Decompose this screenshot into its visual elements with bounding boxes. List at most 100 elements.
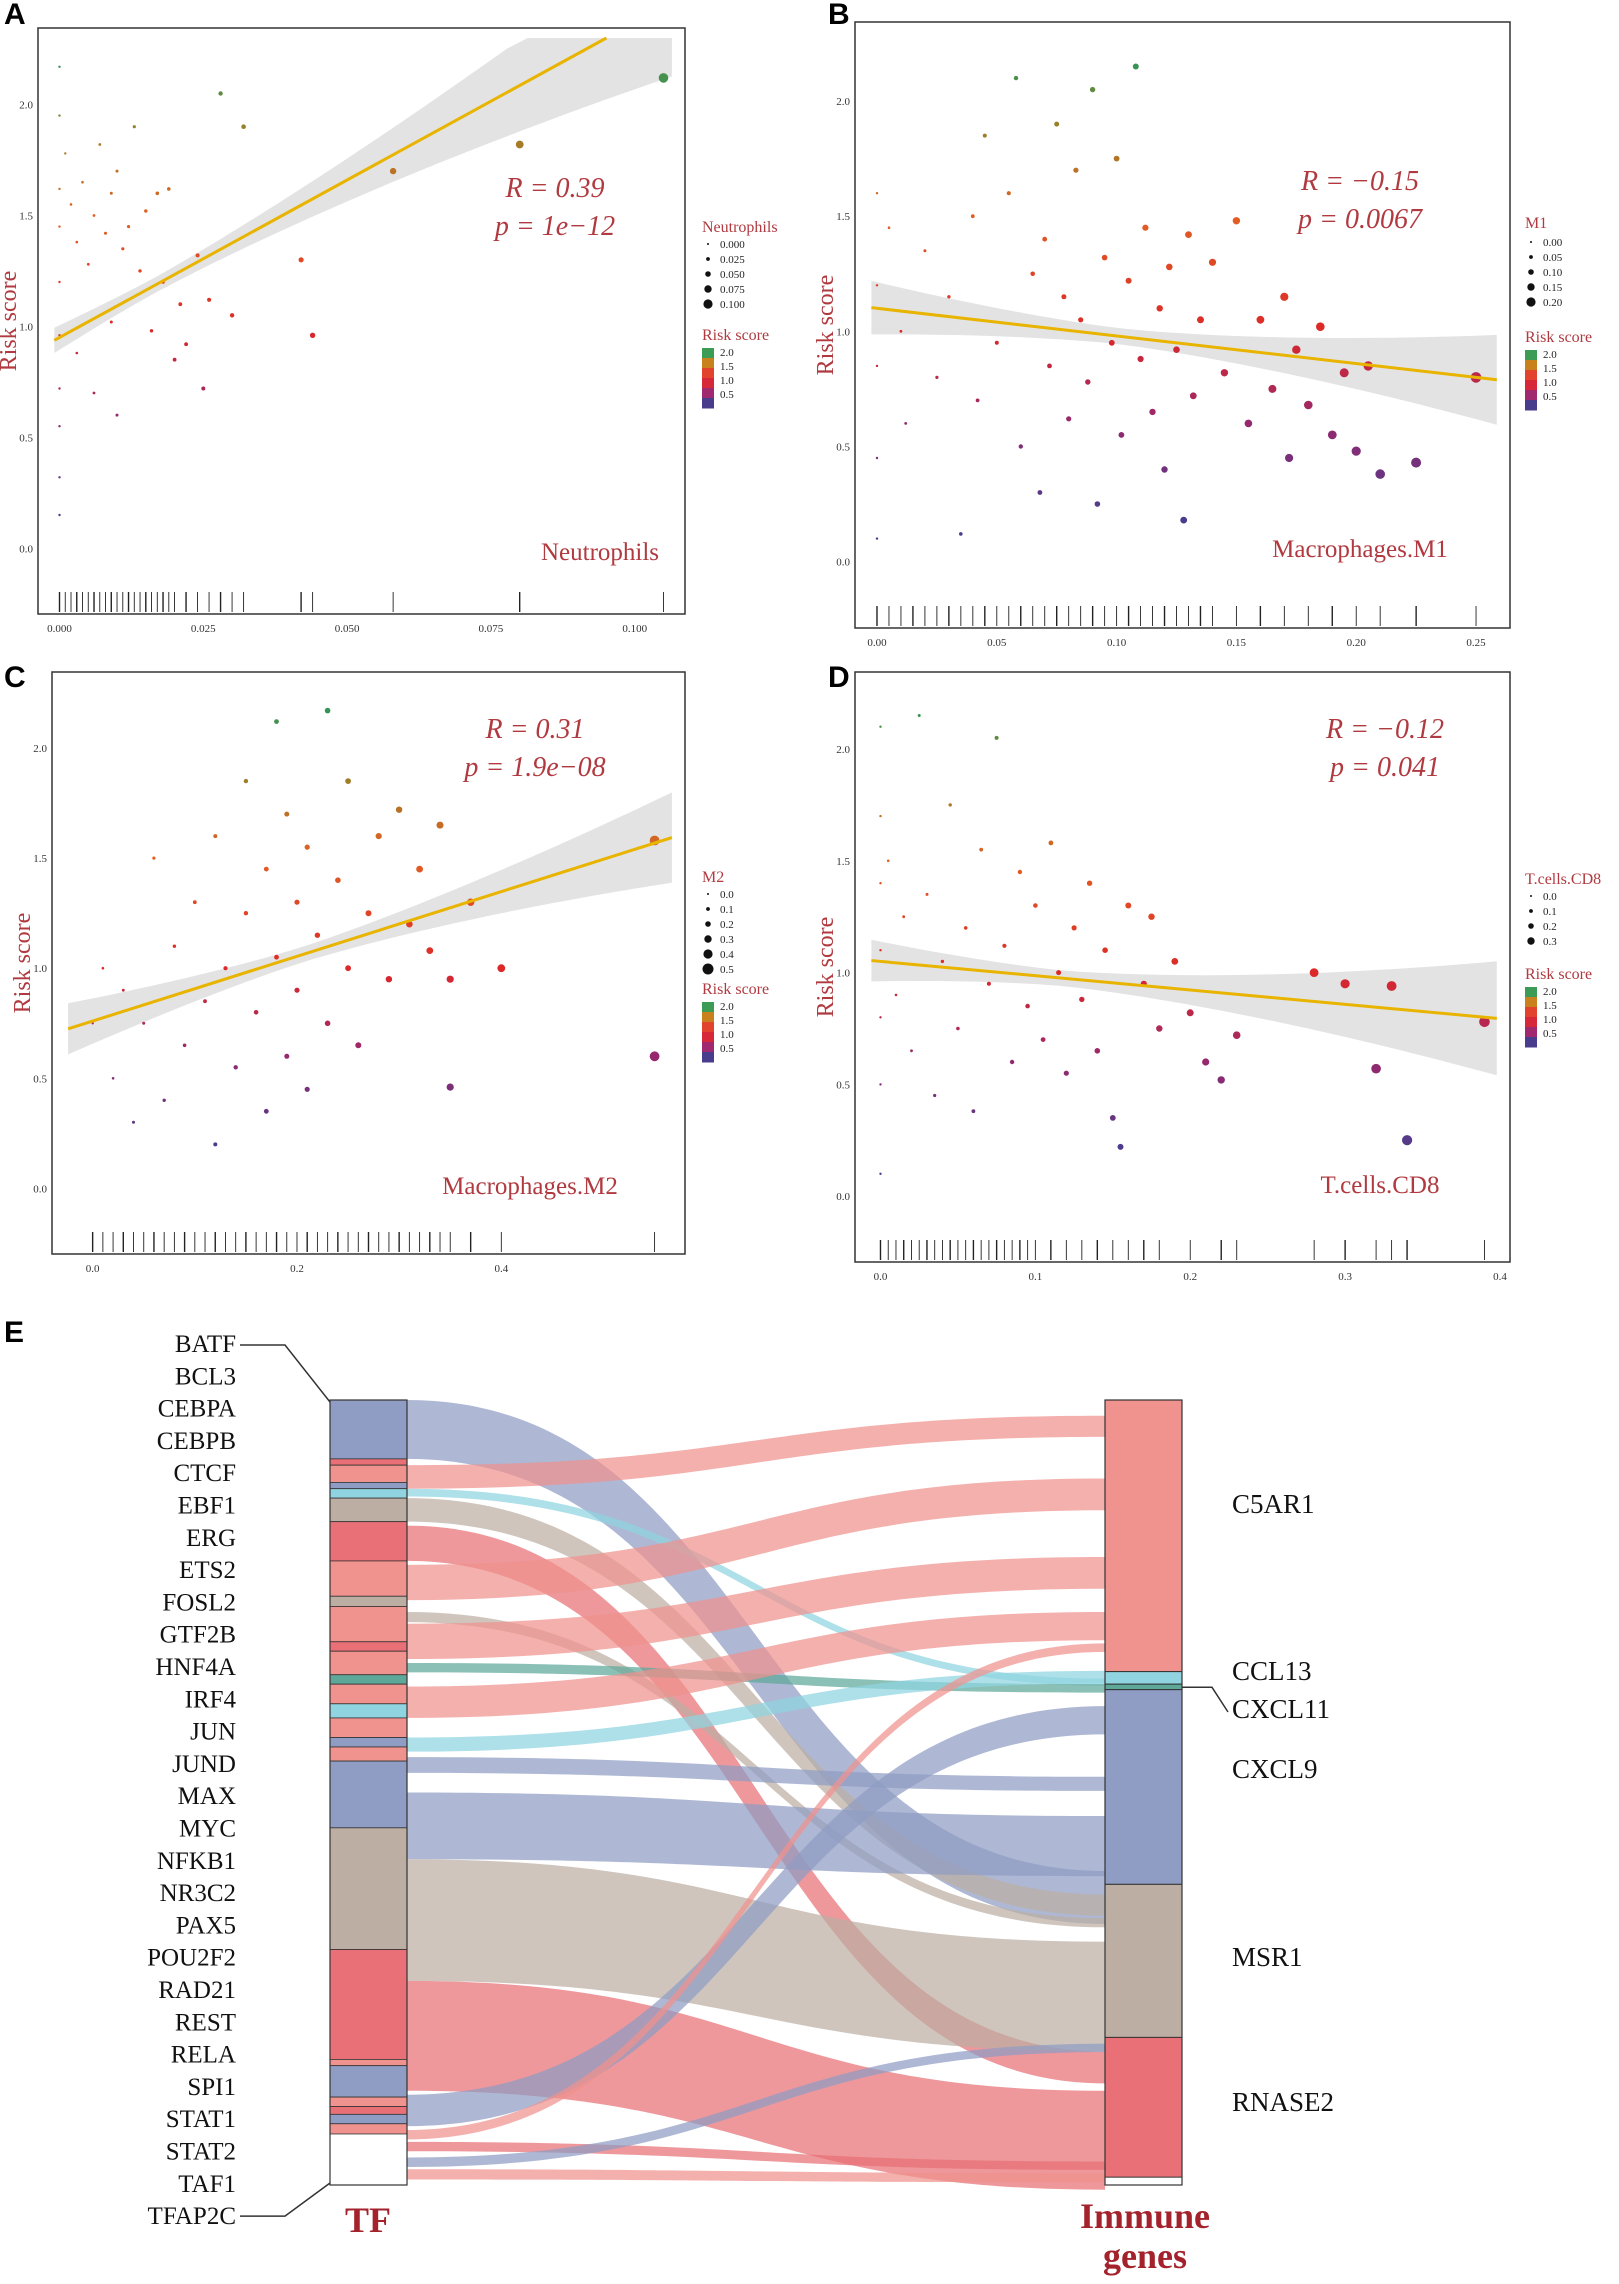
data-point <box>971 1109 976 1114</box>
data-point <box>426 947 434 954</box>
size-legend-dot <box>1530 895 1532 897</box>
color-legend-title: Risk score <box>702 981 769 998</box>
size-legend-label: 0.050 <box>720 269 745 281</box>
panel-letter-b: B <box>828 0 850 31</box>
sankey-flow-cxcl9 <box>407 1706 1105 2127</box>
tf-bar-segment <box>329 2113 408 2125</box>
data-point <box>879 882 882 885</box>
data-point <box>132 1120 135 1124</box>
gene-bar-segment-cxcl11 <box>1104 1683 1183 1691</box>
size-legend-label: 0.4 <box>720 949 734 961</box>
data-point <box>1304 400 1313 410</box>
data-point <box>1066 416 1072 422</box>
data-point <box>58 476 61 479</box>
confidence-band <box>54 38 672 353</box>
data-point <box>152 856 156 860</box>
data-point <box>304 1086 310 1092</box>
tf-label: BCL3 <box>175 1363 236 1390</box>
data-point <box>910 1049 913 1053</box>
correlation-r: R = −0.15 <box>1300 166 1419 197</box>
data-point <box>144 209 148 213</box>
size-legend-label: 0.000 <box>720 239 745 251</box>
data-point <box>263 1108 269 1114</box>
data-point <box>324 1020 331 1027</box>
tf-bar-segment <box>329 2096 408 2107</box>
data-point <box>1047 363 1052 369</box>
data-point <box>1292 345 1301 354</box>
color-legend-label: 1.5 <box>1543 1000 1557 1012</box>
tf-label: RAD21 <box>158 1977 236 2004</box>
y-tick-label: 2.0 <box>836 744 850 756</box>
size-legend-dot <box>1527 937 1535 945</box>
data-point <box>436 821 444 829</box>
data-point <box>241 124 246 129</box>
color-legend-swatch <box>702 1022 714 1033</box>
rug-marks <box>879 1240 1485 1260</box>
data-point <box>986 981 991 986</box>
scatter-panel-macrophages-m2: 0.0 0.5 1.0 1.5 2.0 0.0 0.2 0.4 Risk score R = 0.… <box>10 671 769 1275</box>
data-point <box>126 225 131 229</box>
data-point <box>229 313 235 318</box>
data-point <box>111 1077 115 1080</box>
data-point <box>243 911 249 916</box>
data-point <box>263 866 269 872</box>
color-legend-swatch <box>702 1002 714 1013</box>
size-legend-dot <box>1529 909 1533 913</box>
data-point <box>875 364 879 368</box>
data-point <box>975 398 980 403</box>
sankey-flow-msr1 <box>407 2043 1105 2167</box>
size-legend-label: 0.2 <box>1543 921 1557 933</box>
data-point <box>389 167 397 175</box>
panel-letter-d: D <box>828 661 850 694</box>
color-legend-label: 1.0 <box>720 1029 734 1041</box>
data-point <box>416 865 423 873</box>
tf-bar-segment <box>329 2123 408 2135</box>
color-legend-swatch <box>702 348 714 359</box>
data-point <box>1217 1076 1225 1084</box>
data-point <box>1086 880 1093 886</box>
data-point <box>649 1051 660 1062</box>
y-tick-label: 1.5 <box>19 210 33 222</box>
data-point <box>1180 516 1188 524</box>
data-point <box>935 375 939 379</box>
color-legend-swatch <box>1525 1037 1537 1048</box>
color-legend-swatch <box>1525 1027 1537 1038</box>
data-point <box>1137 355 1144 363</box>
data-point <box>959 532 963 536</box>
rug-marks <box>876 606 1477 626</box>
gene-bar-segment-msr1 <box>1104 1883 1183 2038</box>
data-point <box>298 257 304 263</box>
tf-bar-segment <box>329 1606 408 1643</box>
tf-bar-segment <box>329 1827 408 1950</box>
color-legend-swatch <box>1525 1007 1537 1018</box>
tf-bar-segment <box>329 1683 408 1705</box>
x-tick-label: 0.4 <box>494 1263 508 1275</box>
data-point <box>1040 1037 1046 1042</box>
data-point <box>1161 466 1168 473</box>
color-legend-swatch <box>702 358 714 369</box>
data-point <box>101 966 105 970</box>
data-point <box>1017 869 1023 875</box>
data-point <box>1118 432 1125 438</box>
color-legend-title: Risk score <box>702 327 769 344</box>
tf-label: CTCF <box>173 1460 236 1487</box>
data-point <box>155 191 160 196</box>
y-tick-label: 2.0 <box>33 743 47 755</box>
tf-bar-segment <box>329 1746 408 1762</box>
confidence-band <box>871 280 1497 425</box>
y-tick-label: 0.0 <box>836 1191 850 1203</box>
data-point <box>1197 316 1204 324</box>
size-legend-title: T.cells.CD8 <box>1525 871 1601 888</box>
data-point <box>201 386 206 391</box>
data-point <box>1411 457 1422 468</box>
x-tick-label: 0.075 <box>479 623 504 635</box>
data-point <box>1232 1031 1241 1039</box>
y-tick-label: 0.0 <box>19 543 33 555</box>
color-legend-swatch <box>702 1032 714 1043</box>
color-legend-label: 2.0 <box>720 1001 734 1013</box>
data-point <box>274 719 279 724</box>
tf-label: SPI1 <box>187 2074 236 2101</box>
data-point <box>1063 1070 1069 1076</box>
tf-label: JUND <box>172 1751 236 1778</box>
color-legend-swatch <box>702 388 714 399</box>
